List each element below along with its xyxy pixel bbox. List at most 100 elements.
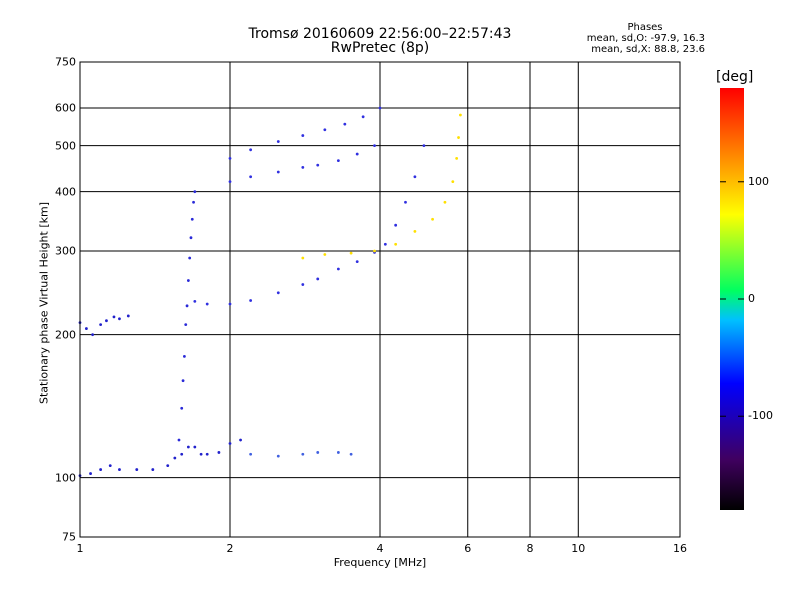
- data-point: [118, 468, 121, 471]
- data-point: [276, 454, 280, 458]
- x-tick-label: 2: [226, 542, 234, 555]
- data-point: [105, 319, 108, 323]
- colorbar-tick-label: -100: [748, 409, 773, 423]
- data-point: [316, 163, 320, 167]
- data-point: [189, 236, 193, 240]
- data-point: [343, 122, 347, 126]
- y-tick-label: 200: [55, 328, 76, 342]
- data-point: [112, 315, 116, 319]
- y-axis-label: Stationary phase Virtual Height [km]: [37, 201, 51, 405]
- data-point: [301, 165, 305, 169]
- data-point: [378, 106, 382, 110]
- colorbar-tick-label: 100: [748, 174, 769, 188]
- data-point: [457, 136, 460, 139]
- data-point: [180, 452, 184, 456]
- colorbar-tick-label: 0: [748, 292, 755, 305]
- data-point: [151, 468, 155, 471]
- x-tick-label: 6: [464, 542, 472, 555]
- data-point: [99, 468, 103, 471]
- data-point: [336, 267, 340, 271]
- plot-frame: [79, 61, 681, 538]
- data-point: [373, 144, 376, 148]
- y-tick-label: 600: [55, 101, 76, 115]
- data-point: [276, 291, 280, 295]
- data-point: [84, 327, 88, 330]
- data-point: [349, 452, 353, 456]
- data-point: [199, 452, 203, 456]
- chart-subtitle: RwPretec (8p): [330, 40, 430, 56]
- data-point: [89, 472, 92, 475]
- phase-stats-x: mean, sd,X: 88.8, 23.6: [591, 44, 705, 55]
- data-point: [316, 277, 320, 281]
- x-tick-label: 1: [76, 542, 84, 555]
- data-point: [249, 148, 253, 152]
- y-tick-label: 100: [55, 471, 76, 485]
- data-point: [184, 323, 188, 326]
- data-point: [413, 175, 417, 179]
- data-point: [301, 283, 305, 286]
- data-point: [383, 242, 387, 246]
- data-point: [249, 299, 253, 302]
- data-point: [186, 279, 190, 282]
- colorbar-ticks: [720, 181, 744, 417]
- data-point: [173, 456, 177, 460]
- y-tick-label: 500: [55, 139, 76, 153]
- data-point: [316, 451, 320, 454]
- data-point: [336, 451, 340, 454]
- data-point: [323, 253, 327, 256]
- data-point: [355, 260, 359, 264]
- grid-lines: [80, 62, 680, 537]
- x-tick-label: 8: [526, 542, 534, 555]
- data-point: [166, 464, 170, 468]
- data-point: [443, 200, 447, 204]
- data-point: [301, 134, 305, 137]
- data-point: [91, 333, 95, 337]
- data-point: [180, 406, 184, 410]
- data-point: [276, 140, 280, 143]
- data-point: [193, 190, 197, 194]
- colorbar-unit: [deg]: [716, 69, 754, 85]
- data-point: [276, 170, 280, 174]
- data-point: [193, 445, 197, 449]
- data-point: [205, 302, 209, 306]
- x-tick-label: 4: [376, 542, 384, 555]
- data-point: [177, 438, 181, 442]
- data-point: [193, 299, 197, 303]
- data-point: [118, 317, 121, 321]
- data-point: [192, 200, 195, 204]
- y-tick-label: 75: [62, 530, 76, 544]
- data-point: [217, 451, 221, 454]
- data-point: [301, 256, 305, 260]
- phase-stats-title: Phases: [627, 22, 663, 33]
- phase-stats-o: mean, sd,O: -97.9, 16.3: [586, 33, 705, 44]
- data-point: [190, 217, 194, 221]
- data-point: [249, 175, 253, 179]
- x-tick-label: 16: [673, 542, 687, 555]
- data-point: [126, 314, 130, 318]
- data-point: [188, 256, 192, 260]
- data-point: [228, 302, 232, 306]
- data-point: [422, 144, 426, 148]
- data-point: [394, 223, 398, 227]
- data-point: [182, 354, 186, 358]
- data-point: [99, 323, 103, 326]
- data-point: [373, 249, 376, 253]
- data-point: [228, 442, 232, 445]
- data-point: [228, 180, 232, 184]
- data-point: [301, 452, 305, 456]
- data-point: [249, 452, 253, 456]
- data-point: [355, 152, 359, 156]
- data-point: [108, 464, 112, 468]
- data-point: [361, 115, 365, 119]
- data-point: [455, 157, 459, 160]
- data-point: [431, 217, 434, 221]
- data-point: [135, 468, 139, 471]
- data-point: [413, 229, 417, 233]
- data-point: [185, 304, 189, 308]
- y-tick-label: 750: [55, 55, 76, 69]
- y-tick-label: 400: [55, 185, 76, 199]
- data-point: [239, 438, 242, 442]
- data-point: [451, 180, 455, 184]
- data-point: [205, 452, 209, 456]
